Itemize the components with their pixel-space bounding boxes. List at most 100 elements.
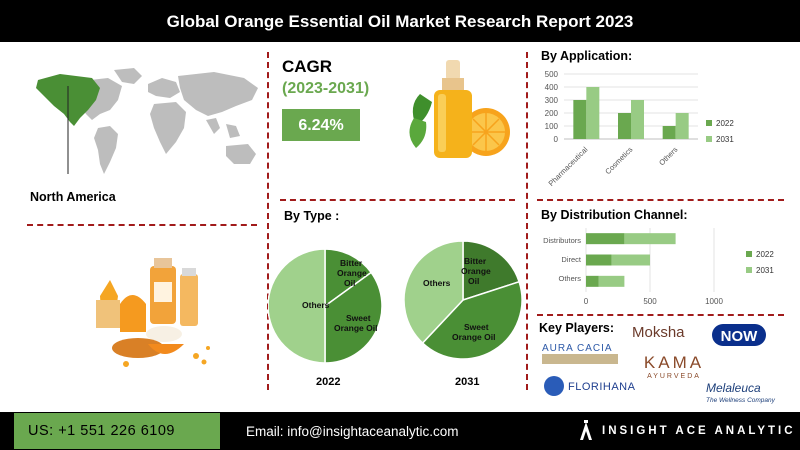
pie-chart-2022 — [268, 248, 383, 364]
pie-slice-2031-others — [403, 240, 464, 345]
dist-xtick-1000: 1000 — [705, 297, 723, 306]
pie-2022-label-sweet-1: Sweet — [346, 313, 371, 323]
app-ytick-300: 300 — [545, 96, 559, 105]
pie-2022-label-others: Others — [302, 300, 330, 310]
dist-bar-direct-2031 — [611, 254, 650, 266]
cagr-value-box — [282, 109, 360, 141]
region-label: North America — [30, 190, 116, 204]
logo-now-bg — [712, 324, 766, 346]
divider-middle — [280, 199, 515, 201]
product-illustration — [96, 258, 210, 367]
app-ytick-200: 200 — [545, 109, 559, 118]
key-players-logos: Moksha NOW AURA CACIA KAMA AYURVEDA FLOR… — [542, 324, 776, 404]
app-legend-2031-swatch — [706, 136, 712, 142]
dist-bar-distributors-2031 — [624, 233, 676, 245]
pie-2031-label-bitter-3: Oil — [468, 276, 479, 286]
dist-bar-others-2022 — [586, 275, 599, 287]
divider-right-top — [537, 199, 784, 201]
pie-2022-year: 2022 — [316, 376, 340, 388]
dist-legend-2022-swatch — [746, 251, 752, 257]
logo-ayurveda: AYURVEDA — [647, 373, 701, 380]
divider-right-bottom — [537, 314, 784, 316]
pie-slice-2022-others — [268, 248, 326, 364]
app-bar-others-2022 — [662, 126, 676, 139]
by-type-title: By Type : — [284, 209, 340, 223]
pie-2031-label-sweet-2: Orange Oil — [452, 332, 495, 342]
logo-florihana-icon — [544, 376, 564, 396]
logo-moksha: Moksha — [632, 324, 685, 341]
app-ytick-400: 400 — [545, 83, 559, 92]
dist-bar-others-2031 — [598, 275, 625, 287]
phone-number[interactable]: US: +1 551 226 6109 — [28, 423, 175, 439]
logo-melaleuca: Melaleuca — [706, 381, 761, 395]
divider-left-middle — [27, 224, 257, 226]
dist-ytick-direct: Direct — [561, 255, 582, 264]
app-xtick-others: Others — [657, 145, 679, 167]
by-application-title: By Application: — [541, 49, 633, 63]
divider-right — [526, 52, 528, 390]
app-bar-cosmetics-2022 — [618, 113, 631, 139]
report-title: Global Orange Essential Oil Market Resea… — [166, 12, 634, 31]
pie-slice-2031-bitter-orange-oil — [462, 240, 521, 302]
app-bar-others-2031 — [675, 113, 689, 139]
dist-legend-2031: 2031 — [756, 266, 774, 275]
app-ytick-500: 500 — [545, 70, 559, 79]
logo-melaleuca-tagline: The Wellness Company — [706, 397, 776, 404]
by-distribution-title: By Distribution Channel: — [541, 208, 688, 222]
dist-ytick-distributors: Distributors — [543, 236, 581, 245]
app-ytick-0: 0 — [554, 135, 559, 144]
logo-now: NOW — [721, 328, 759, 345]
pie-slice-2022-bitter-orange-oil — [324, 248, 373, 308]
pie-2031-label-bitter-1: Bitter — [464, 256, 487, 266]
pie-2022-label-sweet-2: Orange Oil — [334, 323, 377, 333]
dist-legend-2031-swatch — [746, 267, 752, 273]
app-legend-2022-swatch — [706, 120, 712, 126]
cagr-period: (2023-2031) — [282, 80, 370, 97]
logo-kama: KAMA — [644, 353, 704, 372]
pie-2022-label-bitter-1: Bitter — [340, 258, 363, 268]
app-bar-pharmaceutical-2031 — [586, 87, 600, 139]
app-bar-pharmaceutical-2022 — [573, 100, 587, 139]
logo-aura-cacia: AURA CACIA — [542, 343, 613, 354]
pie-2022-label-bitter-2: Orange — [337, 268, 367, 278]
logo-florihana: FLORIHANA — [568, 381, 636, 393]
pie-charts: Others Bitter Orange Oil Sweet Orange Oi… — [268, 240, 523, 388]
app-bar-cosmetics-2031 — [631, 100, 644, 139]
distribution-bar-chart: Distributors Direct Others 0 500 1000 20… — [543, 228, 774, 306]
header-bar — [0, 0, 800, 42]
application-bar-chart: 500 400 300 200 100 0 Pharmaceutical Cos… — [545, 70, 735, 188]
pie-2031-label-bitter-2: Orange — [461, 266, 491, 276]
cagr-value: 6.24% — [298, 117, 344, 134]
cagr-label: CAGR — [282, 57, 333, 76]
pie-2031-label-sweet-1: Sweet — [464, 322, 489, 332]
dist-ytick-others: Others — [558, 274, 581, 283]
dist-legend-2022: 2022 — [756, 250, 774, 259]
dist-bar-distributors-2022 — [586, 233, 625, 245]
dist-xtick-0: 0 — [584, 297, 589, 306]
oil-bottle-illustration — [409, 60, 510, 158]
application-y-ticks: 500 400 300 200 100 0 — [545, 70, 559, 144]
logo-aura-cacia-strip — [542, 354, 618, 364]
app-legend-2022: 2022 — [716, 119, 734, 128]
pie-2031-year: 2031 — [455, 376, 479, 388]
brand-logo-icon — [580, 420, 592, 440]
divider-left — [267, 52, 269, 390]
distribution-bars — [586, 233, 676, 287]
pie-2022-label-bitter-3: Oil — [344, 278, 355, 288]
pie-slice-2031-sweet-orange-oil — [421, 280, 523, 360]
pie-slice-2022-sweet-orange-oil — [324, 271, 383, 364]
brand-name: INSIGHT ACE ANALYTIC — [602, 425, 796, 437]
dist-bar-direct-2022 — [586, 254, 612, 266]
pie-2031-label-others: Others — [423, 278, 451, 288]
app-legend-2031: 2031 — [716, 135, 734, 144]
pie-chart-2031 — [403, 240, 523, 360]
phone-box — [14, 413, 220, 449]
key-players-title: Key Players: — [539, 321, 615, 335]
email-address[interactable]: Email: info@insightaceanalytic.com — [246, 424, 459, 439]
app-ytick-100: 100 — [545, 122, 559, 131]
app-xtick-cosmetics: Cosmetics — [603, 145, 634, 176]
world-map — [36, 68, 258, 174]
application-bars — [573, 87, 689, 139]
app-xtick-pharmaceutical: Pharmaceutical — [546, 145, 589, 188]
dist-xtick-500: 500 — [643, 297, 657, 306]
